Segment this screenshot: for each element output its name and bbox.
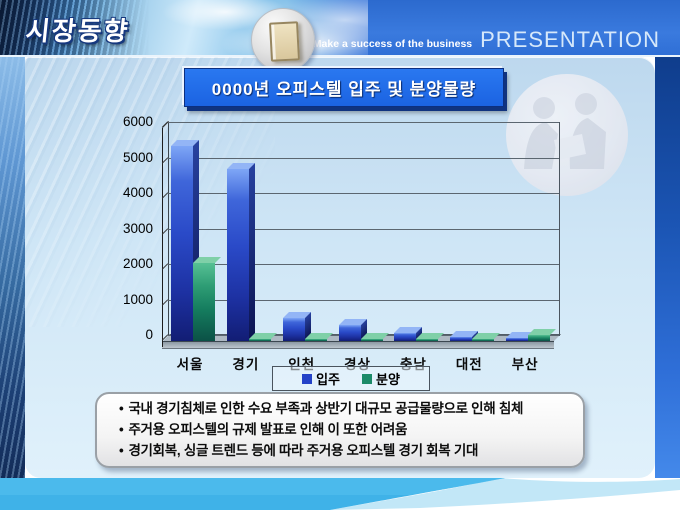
- bar-분양-서울: [193, 256, 221, 341]
- y-axis-tick-label: 4000: [122, 185, 153, 200]
- y-axis-tick: [161, 334, 169, 341]
- businesspeople-icon: [524, 93, 606, 169]
- chart-floor-front: [162, 341, 554, 349]
- bar-분양-경상: [360, 333, 389, 341]
- chart-title-box: 0000년 오피스텔 입주 및 분양물량: [184, 68, 504, 107]
- x-axis-label: 경기: [232, 357, 260, 372]
- bar-입주-부산: [506, 332, 535, 341]
- chart-right-wall: [559, 122, 560, 336]
- bar-입주-인천: [282, 311, 311, 341]
- y-axis-tick-label: 1000: [122, 291, 153, 307]
- chart-plot: 0 1000 2000 3000 4000 5000 6000 서울 경기 인천 경상 충남 대전 부산: [123, 114, 559, 372]
- bullet-marker: •: [119, 443, 124, 459]
- header-branding: Make a success of the business PRESENTAT…: [313, 27, 660, 53]
- bullet-marker: •: [119, 400, 124, 416]
- legend-swatch-green-icon: [362, 373, 372, 384]
- businesspeople-watermark: [506, 74, 628, 196]
- gridline: [168, 193, 559, 194]
- legend-item-sales: 분양: [362, 369, 400, 388]
- note-text: 주거용 오피스텔의 규제 발표로 인해 이 또한 어려움: [128, 421, 408, 437]
- bar-분양-경기: [248, 333, 277, 341]
- legend-label: 입주: [316, 372, 340, 387]
- gridline: [168, 228, 559, 230]
- y-axis-tick-label: 2000: [122, 256, 153, 271]
- bullet-marker: •: [119, 421, 124, 437]
- y-axis-tick: [161, 298, 169, 306]
- chart-title: 0000년 오피스텔 입주 및 분양물량: [211, 80, 477, 99]
- y-axis-tick-label: 0: [145, 327, 153, 342]
- document-badge: [251, 8, 315, 72]
- gridline: [168, 264, 559, 265]
- note-line: • 국내 경기침체로 인한 수요 부족과 상반기 대규모 공급물량으로 인해 침체: [119, 400, 573, 418]
- y-axis-tick: [161, 227, 169, 235]
- x-axis-label: 대전: [455, 357, 483, 372]
- notes-box: • 국내 경기침체로 인한 수요 부족과 상반기 대규모 공급물량으로 인해 침체…: [95, 392, 585, 468]
- legend-swatch-blue-icon: [302, 373, 313, 384]
- x-axis-label: 서울: [176, 357, 204, 372]
- note-line: • 주거용 오피스텔의 규제 발표로 인해 이 또한 어려움: [119, 421, 573, 439]
- brand-title: PRESENTATION: [480, 27, 660, 52]
- bar-입주-대전: [450, 331, 479, 341]
- legend-item-moveins: 입주: [302, 369, 340, 388]
- chart-legend: 입주 분양: [272, 366, 430, 391]
- bar-입주-충남: [394, 326, 423, 341]
- y-axis-tick: [161, 263, 169, 270]
- footer-swoosh: [0, 478, 680, 510]
- bar-입주-경기: [226, 162, 255, 341]
- bar-입주-서울: [171, 139, 199, 341]
- right-border-strip: [655, 57, 680, 478]
- y-axis-tick: [161, 192, 169, 199]
- note-text: 국내 경기침체로 인한 수요 부족과 상반기 대규모 공급물량으로 인해 침체: [128, 400, 524, 416]
- note-line: • 경기회복, 싱글 트렌드 등에 따라 주거용 오피스텔 경기 회복 기대: [119, 442, 573, 460]
- note-text: 경기회복, 싱글 트렌드 등에 따라 주거용 오피스텔 경기 회복 기대: [128, 443, 479, 459]
- gridline: [168, 157, 559, 159]
- bar-분양-부산: [528, 328, 557, 341]
- y-axis-tick-label: 3000: [122, 220, 153, 236]
- bar-chart: 0 1000 2000 3000 4000 5000 6000 서울 경기 인천 경상 충남 대전 부산: [123, 114, 561, 372]
- page-title: 시장동향: [24, 16, 132, 46]
- slide-header: 시장동향 Make a success of the business PRES…: [0, 0, 680, 57]
- y-axis-tick: [161, 156, 169, 164]
- bar-입주-경상: [338, 319, 367, 341]
- bar-분양-대전: [472, 333, 501, 341]
- legend-label: 분양: [376, 372, 400, 387]
- gridline: [168, 299, 559, 301]
- bar-분양-인천: [304, 333, 333, 341]
- y-axis-tick-label: 6000: [122, 114, 153, 129]
- building-photo: [0, 0, 150, 55]
- gridline: [168, 122, 559, 123]
- folder-icon: [268, 21, 301, 62]
- x-axis-label: 부산: [511, 357, 539, 372]
- tagline-text: Make a success of the business: [312, 38, 473, 50]
- y-axis-line: [162, 128, 163, 347]
- y-axis-tick-label: 5000: [122, 149, 153, 165]
- left-building-photo-strip: [0, 57, 25, 478]
- bar-분양-충남: [416, 333, 445, 341]
